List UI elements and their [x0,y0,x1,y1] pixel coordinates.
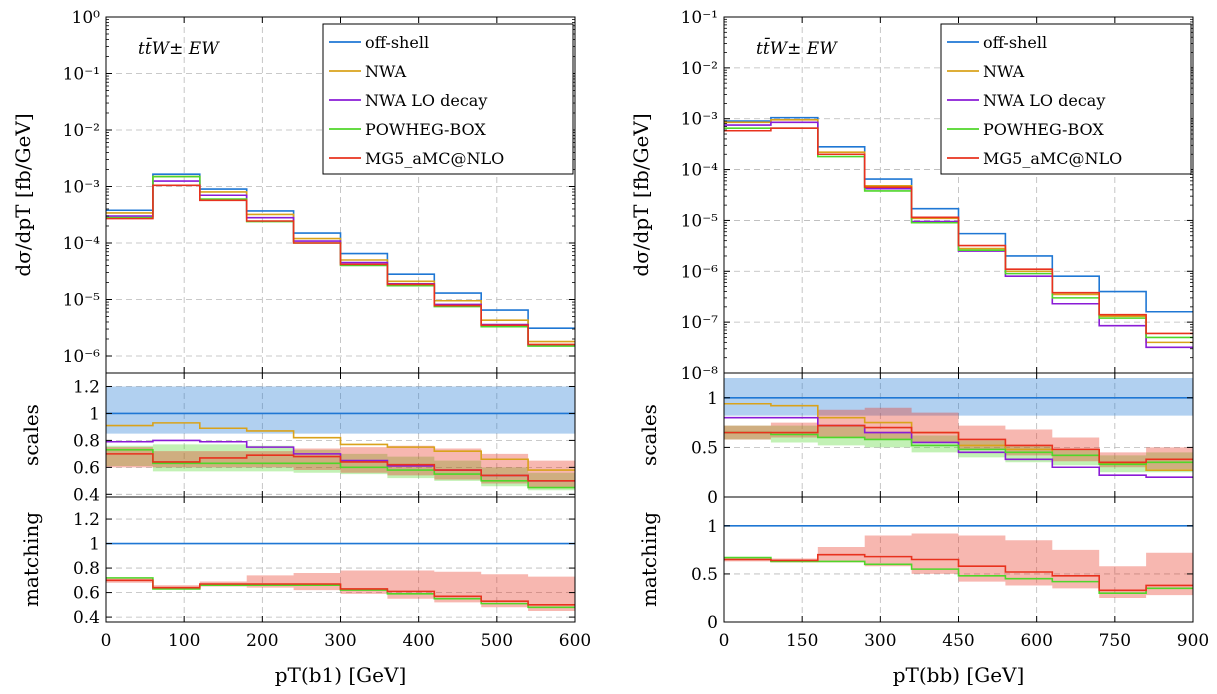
series-mg5-amc-nlo [106,184,575,346]
y-tick-label: 0 [707,488,718,508]
y-tick-label: 10⁰ [72,8,101,28]
x-tick-label: 750 [1099,631,1131,651]
legend-box [322,23,574,175]
band-off-shell [724,377,1193,416]
legend-label: NWA LO decay [983,91,1105,110]
y-tick-label: 10⁻⁵ [63,290,101,310]
legend: off-shell NWA NWA LO decay POWHEG-BOX MG5_aM… [940,23,1192,175]
scales-axis-label: scales [19,404,43,466]
y-tick-label: 10⁻¹ [681,8,718,28]
x-tick-label: 200 [246,631,278,651]
y-tick-label: 10⁻² [63,121,100,141]
main-panel: 10⁻⁸ 10⁻⁷ 10⁻⁶ 10⁻⁵ 10⁻⁴ 10⁻³ 10⁻² 10⁻¹ tt̄W± EW… [629,8,1194,384]
y-tick-label: 10⁻⁵ [681,211,719,231]
y-tick-label: 0.5 [691,438,718,458]
y-axis-label: dσ/dpT [fb/GeV] [11,113,35,276]
legend-label: off-shell [365,33,429,52]
y-tick-label: 1 [707,517,718,537]
y-tick-label: 0 [707,613,718,633]
matching-axis-label: matching [19,512,43,607]
matching-panel: 0.4 0.6 0.8 1 1.2 matching [19,496,576,628]
process-annotation: tt̄W± EW [756,36,838,59]
x-tick-label: 900 [1177,631,1209,651]
x-tick-label: 0 [101,631,112,651]
matching-panel: 0 0.5 1 matching [637,496,1194,633]
scales-panel: 0 0.5 1 scales [637,372,1194,508]
ratio-mg5-amc-nlo [106,579,575,606]
ratio-mg5-amc-nlo [724,553,1193,592]
y-tick-label: 10⁻¹ [63,64,100,84]
y-tick-label: 10⁻⁴ [681,161,719,181]
legend-label: off-shell [983,33,1047,52]
x-axis-label: pT(bb) [GeV] [893,663,1025,687]
x-tick-label: 300 [864,631,896,651]
x-tick-label: 600 [1020,631,1052,651]
y-tick-label: 10⁻⁸ [681,364,719,384]
y-tick-label: 0.4 [73,485,100,505]
y-tick-label: 10⁻³ [681,110,718,130]
matching-frame [723,496,1194,623]
legend-label: MG5_aMC@NLO [983,149,1122,168]
legend-label: POWHEG-BOX [365,120,486,139]
y-tick-label: 0.5 [691,565,718,585]
legend: off-shell NWA NWA LO decay POWHEG-BOX MG5_aM… [322,23,574,175]
y-axis-label: dσ/dpT [fb/GeV] [629,113,653,276]
x-tick-label: 400 [402,631,434,651]
ratio-mg5-amc-nlo [724,424,1193,464]
process-annotation: tt̄W± EW [138,36,220,59]
y-tick-label: 10⁻⁴ [63,234,101,254]
scales-panel: 0.4 0.6 0.8 1 1.2 scales [19,372,576,505]
left-chart: 10⁻⁶ 10⁻⁵ 10⁻⁴ 10⁻³ 10⁻² 10⁻¹ 10⁰ tt̄W± EW dσ/dp… [11,8,591,687]
x-tick-label: 0 [719,631,730,651]
legend-label: POWHEG-BOX [983,120,1104,139]
legend-label: MG5_aMC@NLO [365,149,504,168]
y-tick-label: 10⁻⁶ [681,262,719,282]
scales-axis-label: scales [637,404,661,466]
y-tick-label: 0.6 [73,458,100,478]
y-tick-label: 10⁻² [681,59,718,79]
y-tick-label: 0.8 [73,431,100,451]
matching-axis-label: matching [637,512,661,607]
series-powheg-box [724,127,1193,339]
ratio-nwa [106,422,575,471]
y-tick-label: 1.2 [73,510,100,530]
y-tick-label: 0.6 [73,584,100,604]
x-tick-label: 500 [481,631,513,651]
x-axis-label: pT(b1) [GeV] [275,663,407,687]
y-tick-label: 1 [89,535,100,555]
right-chart: 10⁻⁸ 10⁻⁷ 10⁻⁶ 10⁻⁵ 10⁻⁴ 10⁻³ 10⁻² 10⁻¹ tt̄W± EW… [629,8,1209,687]
legend-label: NWA [365,62,407,81]
ratio-mg5-amc-nlo [106,453,575,482]
x-tick-label: 600 [559,631,591,651]
y-tick-label: 10⁻³ [63,177,100,197]
y-tick-label: 1 [89,404,100,424]
x-tick-label: 450 [942,631,974,651]
ratio-powheg-box [724,556,1193,594]
y-tick-label: 10⁻⁷ [681,313,719,333]
x-tick-label: 150 [786,631,818,651]
series-mg5-amc-nlo [724,127,1193,335]
ratio-powheg-box [106,577,575,609]
legend-label: NWA LO decay [365,91,487,110]
legend-label: NWA [983,62,1025,81]
y-tick-label: 1.2 [73,377,100,397]
y-tick-label: 10⁻⁶ [63,347,101,367]
x-tick-label: 100 [168,631,200,651]
ratio-powheg-box [106,449,575,489]
y-tick-label: 0.4 [73,608,100,628]
band-off-shell [106,386,575,434]
y-tick-label: 1 [707,389,718,409]
matching-frame [105,496,576,623]
y-tick-label: 0.8 [73,559,100,579]
x-tick-label: 300 [324,631,356,651]
legend-box [940,23,1192,175]
main-panel: 10⁻⁶ 10⁻⁵ 10⁻⁴ 10⁻³ 10⁻² 10⁻¹ 10⁰ tt̄W± EW dσ/dp… [11,8,576,374]
